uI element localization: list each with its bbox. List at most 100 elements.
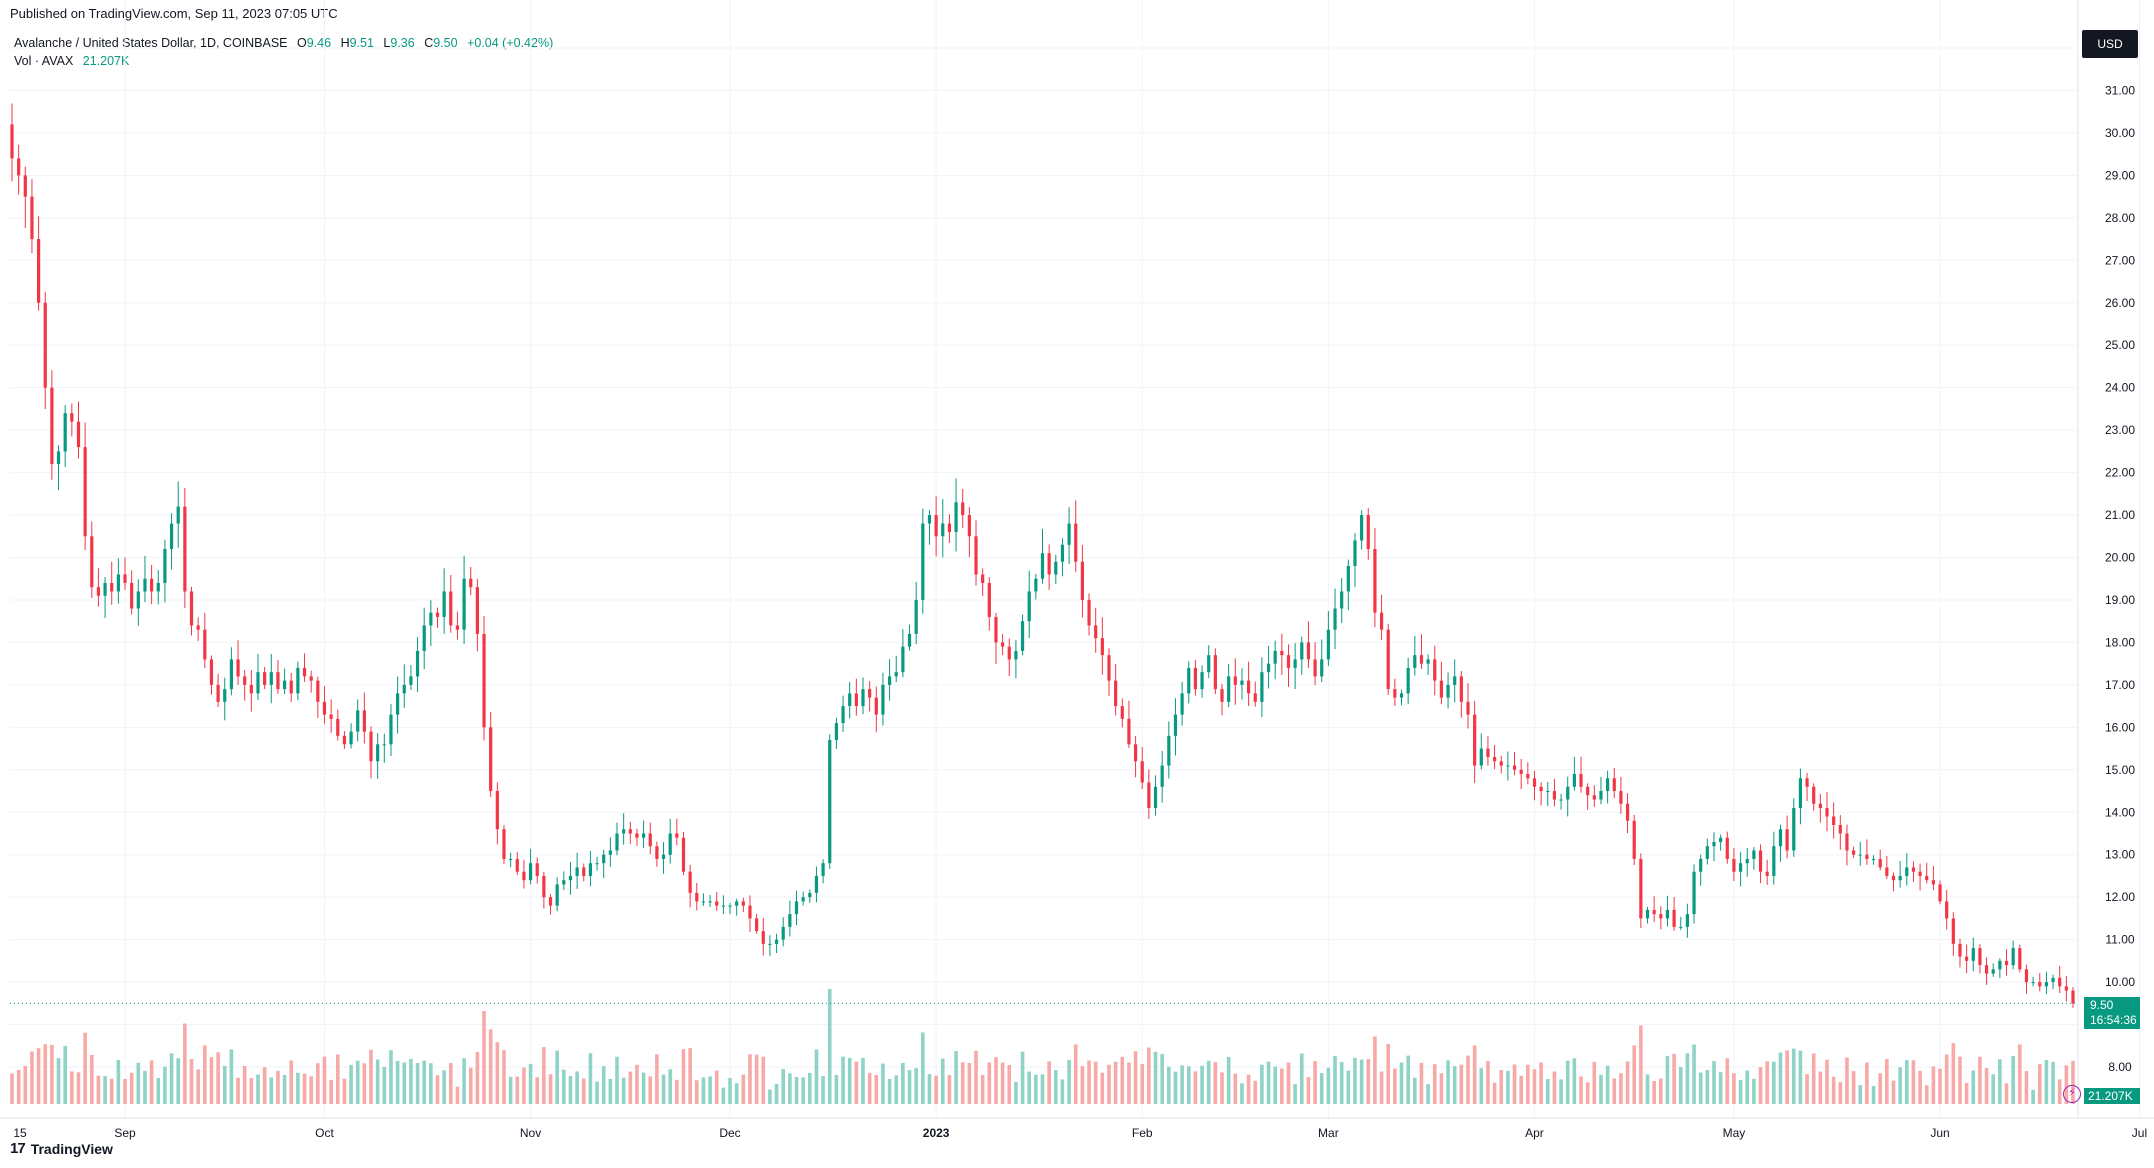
candle-body [1832,816,1836,825]
volume-bar [861,1057,865,1104]
y-tick-label: 27.00 [2105,253,2135,267]
candle-body [1752,850,1756,859]
candle-body [1419,655,1424,664]
candle-body [2044,982,2049,987]
x-tick-label: 2023 [923,1126,950,1140]
volume-bar [1080,1065,1085,1104]
volume-bar [375,1059,380,1104]
candle-body [1233,676,1237,685]
volume-bar [2018,1044,2022,1104]
volume-bar [1053,1070,1058,1104]
volume-bar [548,1074,553,1104]
candle-body [1778,829,1783,847]
candle-body [329,714,333,719]
volume-bar [1466,1055,1470,1104]
candle-body [788,914,792,927]
candle-body [1340,591,1344,609]
candle-body [1366,515,1370,550]
candle-body [1001,642,1005,647]
candle-body [475,587,479,634]
candle-body [90,536,94,588]
volume-bar [209,1057,214,1104]
volume-bar [808,1072,812,1104]
volume-bar [1998,1059,2002,1104]
candle-body [1054,561,1058,575]
candle-body [575,867,579,876]
volume-bar [1811,1053,1816,1104]
volume-bar [442,1070,446,1104]
candle-body [1426,659,1430,664]
candle-body [648,833,652,847]
volume-bar [1113,1061,1118,1104]
volume-bar [814,1049,819,1104]
volume-bar [1612,1078,1617,1104]
candle-body [1552,791,1557,800]
candle-body [376,744,380,762]
x-tick-label: 15 [13,1126,27,1140]
candle-body [821,863,825,876]
candle-body [1805,778,1809,787]
candle-body [462,578,466,630]
y-tick-label: 23.00 [2105,423,2135,437]
volume-bar [1067,1059,1071,1104]
volume-bar [1639,1025,1643,1104]
volume-bar [1446,1060,1450,1104]
volume-bar [249,1078,254,1104]
volume-bar [216,1052,220,1104]
candle-body [1333,608,1337,630]
volume-bar [435,1075,440,1104]
candle-body [1326,629,1330,660]
volume-bar [1532,1069,1537,1104]
volume-bar [907,1070,912,1104]
volume-bar [1346,1070,1351,1104]
lightning-icon[interactable]: ⚡ [2063,1085,2081,1103]
volume-bars [10,989,2075,1104]
candle-body [1878,858,1882,868]
volume-bar [282,1074,287,1104]
volume-bar [528,1063,533,1104]
volume-bar [50,1044,54,1104]
volume-bar [495,1042,500,1104]
tradingview-logo[interactable]: 17 TradingView [10,1140,113,1157]
symbol-title[interactable]: Avalanche / United States Dollar, 1D, CO… [14,36,288,50]
currency-button[interactable]: USD [2082,30,2138,58]
candle-body [1100,638,1104,656]
volume-bar [1426,1084,1430,1104]
candle-body [1180,693,1184,715]
candle-body [688,871,692,893]
volume-bar [1545,1079,1550,1104]
volume-bar [176,1058,181,1104]
volume-bar [2011,1055,2015,1104]
bar-countdown: 16:54:36 [2090,1013,2137,1027]
last-price-value: 9.50 [2090,998,2114,1012]
volume-bar [927,1074,932,1104]
candle-body [1406,667,1410,694]
volume-bar [1572,1058,1577,1104]
candle-body [1998,960,2002,970]
volume-bar [402,1062,407,1104]
volume-bar [1020,1051,1025,1104]
candle-body [1459,676,1463,702]
volume-bar [874,1074,879,1104]
volume-bar [1971,1070,1976,1104]
volume-bar [462,1058,466,1104]
volume-bar [1991,1074,1996,1104]
candle-body [389,714,393,745]
candle-body [615,833,619,851]
candle-body [608,850,612,855]
volume-bar [768,1089,772,1104]
volume-bar [103,1076,107,1104]
volume-bar [694,1080,699,1104]
candle-body [1738,863,1743,872]
candle-body [1546,791,1550,793]
volume-label[interactable]: Vol · AVAX [14,54,74,68]
volume-bar [635,1064,639,1104]
candle-body [1984,965,1989,974]
candle-body [748,905,752,919]
candle-body [655,846,659,859]
candle-body [528,863,533,881]
candle-body [1133,744,1138,762]
volume-bar [1266,1061,1271,1104]
volume-bar [89,1054,94,1104]
